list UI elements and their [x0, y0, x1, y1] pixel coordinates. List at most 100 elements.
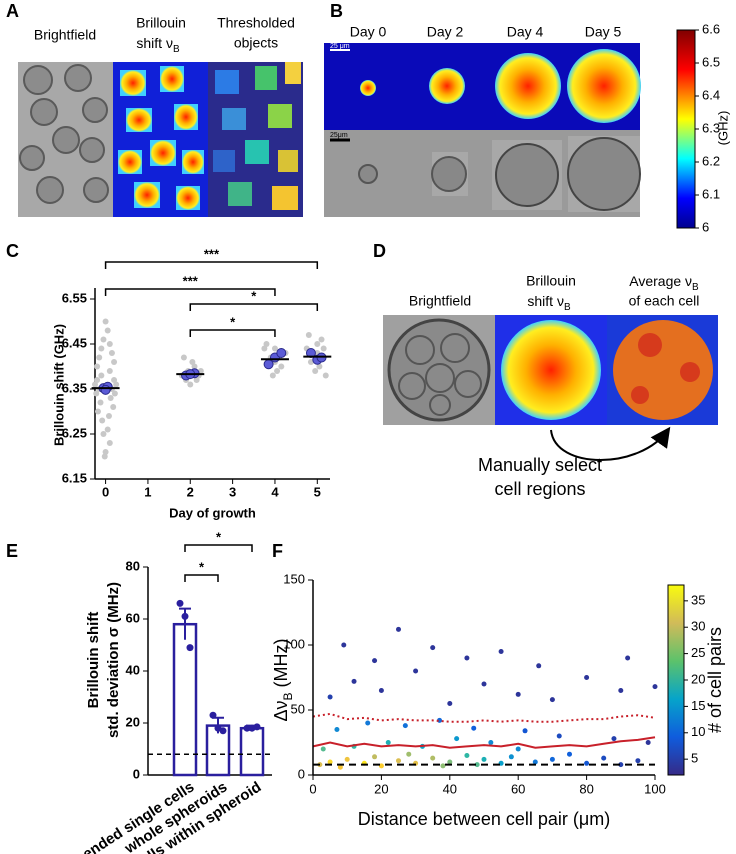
data-point [396, 758, 401, 764]
data-point [100, 336, 107, 343]
data-point [536, 663, 542, 669]
y-tick-label: 6.15 [62, 470, 87, 485]
data-point [243, 724, 251, 732]
chart: 6.15 6.25 6.35 6.45 6.55 0 1 2 3 4 5 Day of growth B… [51, 246, 332, 520]
colorbar-tick-label: 6.5 [702, 54, 720, 69]
data-point [180, 354, 187, 361]
significance-label: *** [183, 273, 199, 288]
panel-label: B [330, 1, 343, 21]
colorbar-tick-label: 6.3 [702, 120, 720, 135]
x-tick-label: 0 [309, 781, 316, 796]
annotation: cell regions [494, 479, 585, 499]
x-tick-label: 60 [511, 781, 525, 796]
day-labels: Day 0 Day 2 Day 4 Day 5 [350, 24, 622, 40]
colorbar [677, 30, 695, 228]
data-point [94, 377, 101, 383]
x-axis-label: Distance between cell pair (μm) [358, 809, 610, 829]
data-point [337, 764, 343, 770]
data-point [322, 372, 329, 379]
label-part: (MHz) [271, 638, 291, 692]
data-point [471, 725, 477, 731]
bar [239, 726, 265, 777]
image [208, 62, 303, 217]
data-point [556, 733, 562, 739]
data-point [94, 408, 101, 415]
colorbar-tick-label: 6.2 [702, 153, 720, 168]
colorbar-tick-label: 6.4 [702, 87, 720, 102]
data-point [522, 728, 528, 734]
significance-bracket [184, 574, 219, 582]
data-point [440, 763, 446, 769]
data-point [351, 678, 357, 684]
y-tick-label: 6.35 [62, 380, 87, 395]
data-point [187, 381, 194, 388]
data-point [111, 377, 118, 383]
data-point [110, 404, 117, 410]
data-point [549, 756, 555, 762]
data-point [378, 688, 384, 693]
line-series [312, 712, 656, 723]
colorbar-tick-label: 25 [691, 645, 705, 660]
colorbar-axis: 6 6.1 6.2 6.3 6.4 6.5 6.6 (GHz) [676, 21, 730, 234]
data-point [278, 363, 285, 370]
x-axis-label: Day of growth [169, 505, 256, 520]
panel-label: F [272, 541, 283, 561]
data-point [464, 655, 470, 661]
x-tick-label: 0 [102, 484, 109, 499]
significance-bracket [104, 288, 276, 296]
data-point [219, 727, 227, 735]
data-point [94, 363, 101, 370]
data-point [106, 440, 113, 446]
colorbar-tick-label: 6.1 [702, 186, 720, 201]
data-point [611, 736, 617, 742]
data-point [312, 368, 319, 374]
significance-label: * [216, 529, 222, 544]
data-point [618, 688, 624, 693]
data-point [481, 756, 487, 762]
panel-label: A [6, 1, 19, 21]
colorbar-tick-label: 20 [691, 671, 705, 686]
day-label: Day 5 [585, 24, 622, 40]
label-part: Δν [271, 700, 291, 721]
data-point [102, 318, 109, 325]
data-point [253, 723, 261, 731]
label-sub: B [564, 302, 571, 313]
data-point [625, 655, 631, 661]
image-label: of each cell [629, 293, 700, 309]
x-tick-label: 100 [644, 781, 666, 796]
data-point [316, 363, 323, 370]
data-point [107, 395, 114, 401]
image [113, 62, 208, 217]
data-point [454, 736, 460, 742]
day-label: Day 2 [427, 24, 464, 40]
data-point [320, 345, 327, 352]
data-point [318, 336, 325, 343]
data-point [430, 755, 436, 761]
data-point [98, 345, 105, 352]
image-label: Brightfield [34, 27, 96, 43]
x-tick-label: 5 [314, 484, 321, 499]
label-sub: B [173, 44, 180, 55]
chart: 0 20 40 60 80 Brillouin shift std. deviation σ… [50, 529, 272, 854]
label-part: shift ν [527, 293, 564, 309]
data-point [314, 341, 321, 347]
data-point [652, 684, 658, 690]
chart: 0 50 100 150 0 20 40 60 80 100 Distance between ce… [271, 571, 725, 828]
image-label: shift νB [527, 293, 571, 313]
y-tick-label: 100 [283, 636, 305, 651]
image-label: Average νB [629, 273, 699, 293]
data-point [447, 701, 453, 706]
significance-bracket [184, 544, 253, 552]
image [324, 43, 641, 217]
data-point [406, 751, 412, 757]
image [18, 62, 113, 217]
y-tick-label: 0 [133, 766, 140, 781]
data-point [176, 599, 184, 607]
significance-bracket [189, 329, 276, 337]
data-point [498, 649, 504, 654]
colorbar-label: # of cell pairs [705, 627, 725, 733]
data-point [101, 453, 108, 460]
data-point [327, 759, 333, 765]
data-point [413, 668, 419, 674]
data-point [96, 354, 103, 361]
